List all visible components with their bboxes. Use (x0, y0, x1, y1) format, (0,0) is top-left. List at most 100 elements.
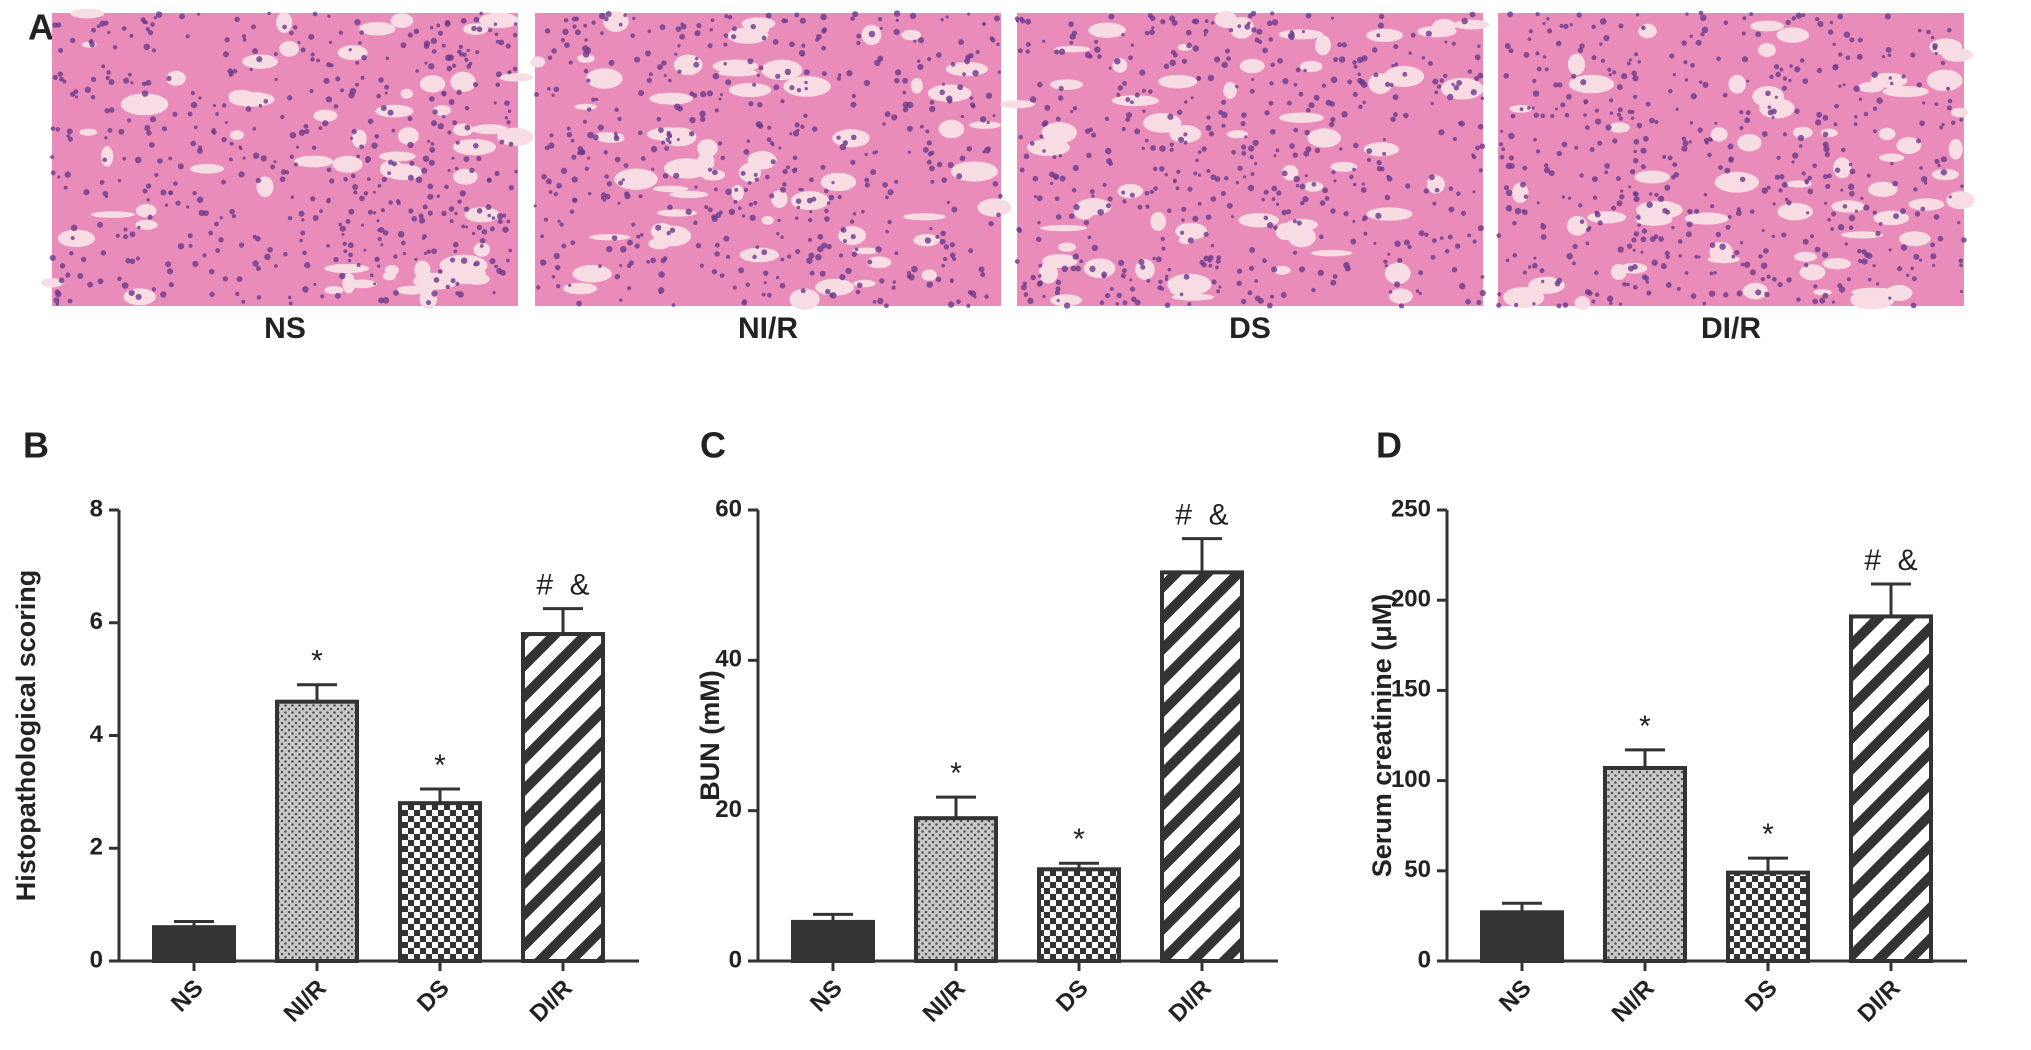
nucleus (745, 282, 750, 287)
nucleus (117, 276, 122, 282)
nucleus (1460, 210, 1467, 216)
nucleus (1397, 257, 1403, 263)
nucleus (1819, 297, 1826, 304)
nucleus (1858, 56, 1862, 60)
nucleus (782, 168, 788, 175)
nucleus (631, 222, 636, 227)
nucleus (1293, 83, 1298, 87)
nucleus (1122, 81, 1127, 86)
nucleus (1210, 196, 1217, 202)
nucleus (1476, 299, 1482, 306)
lumen (731, 184, 744, 201)
nucleus (1138, 259, 1145, 266)
nucleus (1167, 113, 1174, 120)
nucleus (1388, 290, 1393, 294)
nucleus (328, 40, 333, 44)
nucleus (1197, 150, 1202, 154)
nucleus (1425, 30, 1432, 37)
nucleus (1831, 211, 1837, 217)
nucleus (1940, 60, 1946, 66)
nucleus (733, 199, 738, 204)
nucleus (70, 224, 78, 232)
nucleus (400, 42, 407, 49)
nucleus (1631, 237, 1637, 243)
nucleus (1496, 233, 1502, 239)
nucleus (756, 123, 761, 127)
nucleus (1456, 191, 1461, 196)
nucleus (743, 187, 749, 192)
nucleus (1561, 141, 1568, 148)
nucleus (824, 288, 831, 295)
nucleus (250, 24, 257, 30)
lumen (390, 13, 414, 28)
nucleus (471, 25, 477, 32)
nucleus (1149, 29, 1155, 36)
lumen (1946, 191, 1975, 210)
nucleus (142, 81, 147, 87)
nucleus (1632, 75, 1639, 82)
nucleus (561, 243, 567, 249)
nucleus (1429, 174, 1435, 181)
nucleus (1311, 287, 1316, 293)
nucleus (1915, 138, 1921, 144)
nucleus (1121, 126, 1126, 132)
nucleus (338, 222, 342, 227)
nucleus (267, 246, 273, 253)
nucleus (725, 254, 731, 260)
lumen (1279, 112, 1325, 123)
nucleus (450, 278, 456, 284)
nucleus (343, 249, 348, 254)
nucleus (353, 190, 358, 195)
nucleus (1299, 183, 1306, 190)
nucleus (655, 224, 662, 231)
nucleus (1177, 109, 1183, 115)
nucleus (1504, 42, 1511, 50)
nucleus (166, 75, 172, 81)
x-tick-label: DI/R (1164, 975, 1217, 1028)
lumen (1776, 27, 1810, 43)
nucleus (1220, 191, 1226, 197)
nucleus (356, 154, 361, 159)
nucleus (831, 181, 835, 185)
nucleus (1235, 84, 1239, 89)
nucleus (1236, 268, 1243, 274)
nucleus (951, 206, 958, 213)
nucleus (1029, 96, 1037, 103)
nucleus (746, 139, 751, 143)
nucleus (800, 187, 804, 192)
nucleus (407, 174, 414, 181)
nucleus (885, 195, 889, 200)
nucleus (775, 73, 781, 79)
nucleus (1027, 297, 1034, 305)
lumen (57, 229, 96, 248)
nucleus (1270, 62, 1275, 68)
nucleus (584, 166, 589, 171)
nucleus (1311, 181, 1317, 187)
nucleus (935, 276, 942, 283)
x-tick-label: NS (805, 975, 848, 1018)
nucleus (614, 156, 621, 163)
nucleus (1556, 303, 1562, 309)
nucleus (1934, 158, 1940, 165)
nucleus (1240, 121, 1246, 127)
nucleus (1708, 290, 1716, 297)
nucleus (1313, 94, 1320, 101)
nucleus (929, 165, 935, 172)
lumen (396, 285, 427, 295)
nucleus (1480, 96, 1485, 101)
nucleus (255, 265, 261, 272)
nucleus (1681, 40, 1687, 46)
nucleus (1933, 214, 1940, 220)
bar (791, 919, 875, 963)
nucleus (1214, 56, 1221, 63)
nucleus (1501, 147, 1506, 152)
nucleus (142, 188, 148, 194)
nucleus (369, 273, 374, 278)
nucleus (1025, 49, 1031, 54)
nucleus (1806, 211, 1810, 215)
nucleus (137, 225, 141, 230)
nucleus (795, 198, 802, 204)
nucleus (1131, 296, 1137, 302)
nucleus (1140, 264, 1146, 270)
nucleus (1510, 113, 1516, 119)
